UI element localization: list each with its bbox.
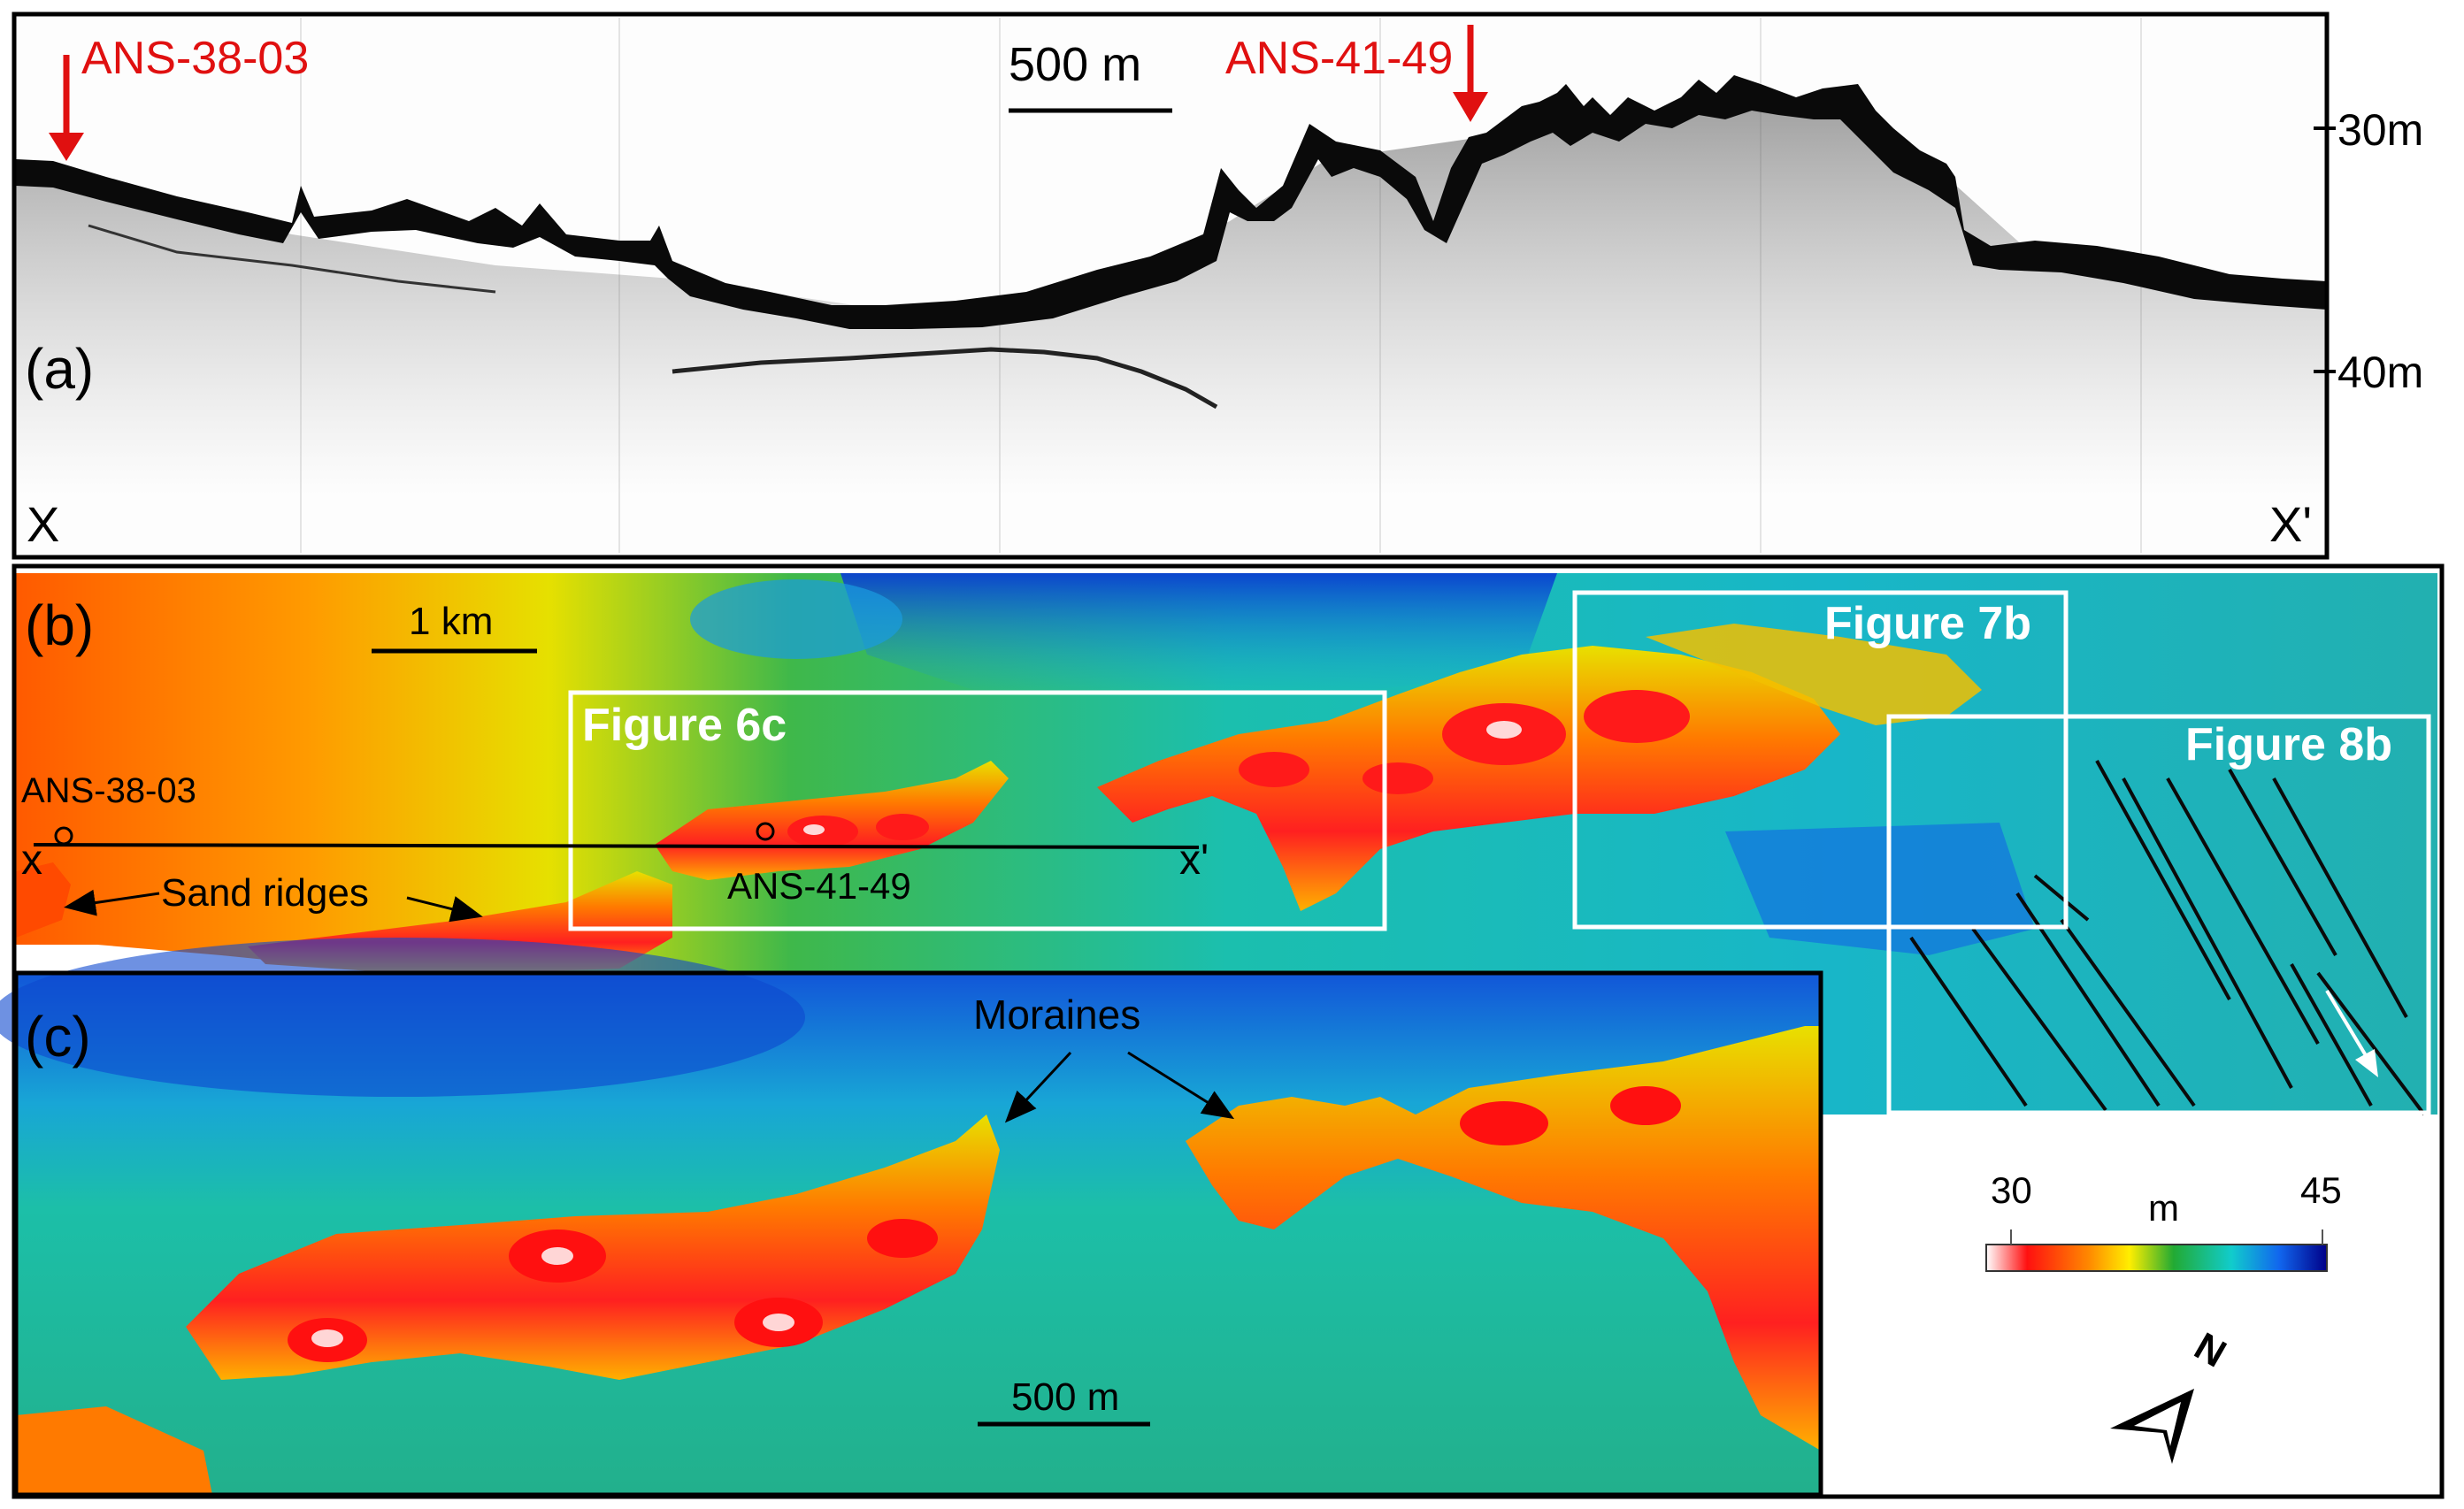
profile-end-left: X <box>27 496 60 552</box>
colorbar <box>1985 1244 2328 1272</box>
sand-ridge-west <box>16 862 71 938</box>
profile-start-b: x <box>21 837 42 884</box>
core-site-label-right: ANS-41-49 <box>727 865 911 907</box>
moraines-arrow-right <box>1127 1051 1235 1120</box>
ice-flow-arrow <box>2325 989 2371 1063</box>
box-figure-6c <box>568 690 1387 931</box>
core-site-label-left: ANS-38-03 <box>21 771 196 810</box>
moraine-peak-highs <box>803 721 1522 835</box>
deep-spot-left <box>690 579 902 659</box>
box-figure-7b-label: Figure 7b <box>1824 598 2032 649</box>
moraines-arrow-left <box>1004 1051 1072 1123</box>
panel-a-annotations <box>49 25 2336 373</box>
core-arrow-right-head <box>1453 92 1488 122</box>
panel-c <box>0 938 1823 1498</box>
moraine-ridge-east <box>1646 624 1982 725</box>
colorbar-min-label: 30 <box>1991 1169 2032 1211</box>
panel-b-label: (b) <box>25 594 95 657</box>
core-arrow-left-head <box>49 133 84 161</box>
panel-c-label: (c) <box>25 1005 91 1069</box>
ice-flow-arrow-head <box>2355 1049 2378 1077</box>
box-figure-8b-label: Figure 8b <box>2185 719 2393 770</box>
box-figure-6c-label: Figure 6c <box>582 700 787 751</box>
panel-c-peak-highs <box>311 1247 794 1347</box>
panel-c-corner-ridge <box>16 1406 212 1495</box>
sand-ridge-arrow-right <box>406 896 483 923</box>
core-site-right <box>756 822 775 841</box>
seabed-profile <box>16 75 2327 329</box>
deep-basin-top <box>841 573 1557 699</box>
buried-reflector <box>672 347 1218 410</box>
sand-ridges-label: Sand ridges <box>161 871 369 915</box>
profile-line <box>33 843 1200 849</box>
seabed-scatter <box>16 102 2327 495</box>
legend <box>1985 1229 2328 1464</box>
panel-a-frame <box>12 11 2330 560</box>
box-figure-8b <box>1886 714 2431 1115</box>
profile-end-right: X' <box>2269 496 2313 552</box>
box-figure-7b <box>1572 590 2069 930</box>
profile-end-b: x' <box>1179 837 1209 884</box>
core-label-left: ANS-38-03 <box>81 33 310 84</box>
panel-a-label: (a) <box>25 337 95 401</box>
panel-b-scale-label: 1 km <box>409 600 494 643</box>
deep-basin-right <box>1725 823 2035 955</box>
buried-reflector-left <box>88 224 496 294</box>
core-label-right: ANS-41-49 <box>1225 33 1454 84</box>
colorbar-max-label: 45 <box>2300 1169 2342 1211</box>
panel-c-moraine-east <box>1186 1026 1821 1451</box>
panel-bc-frame <box>12 563 2445 1499</box>
sand-ridge-arrow-left <box>64 889 160 916</box>
depth-label-40: 40m <box>2337 348 2424 397</box>
depth-label-30: 30m <box>2337 105 2424 155</box>
panel-a-scale-label: 500 m <box>1009 38 1142 91</box>
panel-c-deep <box>0 938 805 1097</box>
panel-a <box>16 16 2327 555</box>
north-arrow-inner <box>2134 1402 2181 1446</box>
core-site-left <box>54 826 73 846</box>
colorbar-unit-label: m <box>2148 1187 2179 1229</box>
moraines-label: Moraines <box>973 992 1141 1038</box>
panel-c-scale-label: 500 m <box>1011 1375 1120 1419</box>
